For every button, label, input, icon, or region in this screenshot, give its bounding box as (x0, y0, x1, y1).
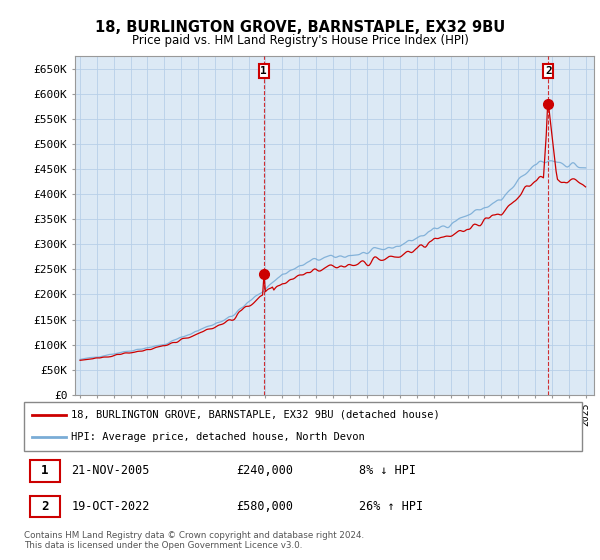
Text: Price paid vs. HM Land Registry's House Price Index (HPI): Price paid vs. HM Land Registry's House … (131, 34, 469, 46)
Text: 18, BURLINGTON GROVE, BARNSTAPLE, EX32 9BU (detached house): 18, BURLINGTON GROVE, BARNSTAPLE, EX32 9… (71, 410, 440, 420)
Text: 2: 2 (545, 66, 552, 76)
FancyBboxPatch shape (29, 496, 60, 517)
Text: 19-OCT-2022: 19-OCT-2022 (71, 500, 150, 513)
FancyBboxPatch shape (29, 460, 60, 482)
Text: HPI: Average price, detached house, North Devon: HPI: Average price, detached house, Nort… (71, 432, 365, 442)
Text: 18, BURLINGTON GROVE, BARNSTAPLE, EX32 9BU: 18, BURLINGTON GROVE, BARNSTAPLE, EX32 9… (95, 20, 505, 35)
Text: 8% ↓ HPI: 8% ↓ HPI (359, 464, 416, 478)
FancyBboxPatch shape (24, 402, 582, 451)
Text: 21-NOV-2005: 21-NOV-2005 (71, 464, 150, 478)
Text: 26% ↑ HPI: 26% ↑ HPI (359, 500, 423, 513)
Text: 1: 1 (260, 66, 267, 76)
Text: Contains HM Land Registry data © Crown copyright and database right 2024.
This d: Contains HM Land Registry data © Crown c… (24, 531, 364, 550)
Text: £580,000: £580,000 (236, 500, 293, 513)
Text: 2: 2 (41, 500, 49, 513)
Text: £240,000: £240,000 (236, 464, 293, 478)
Text: 1: 1 (41, 464, 49, 478)
